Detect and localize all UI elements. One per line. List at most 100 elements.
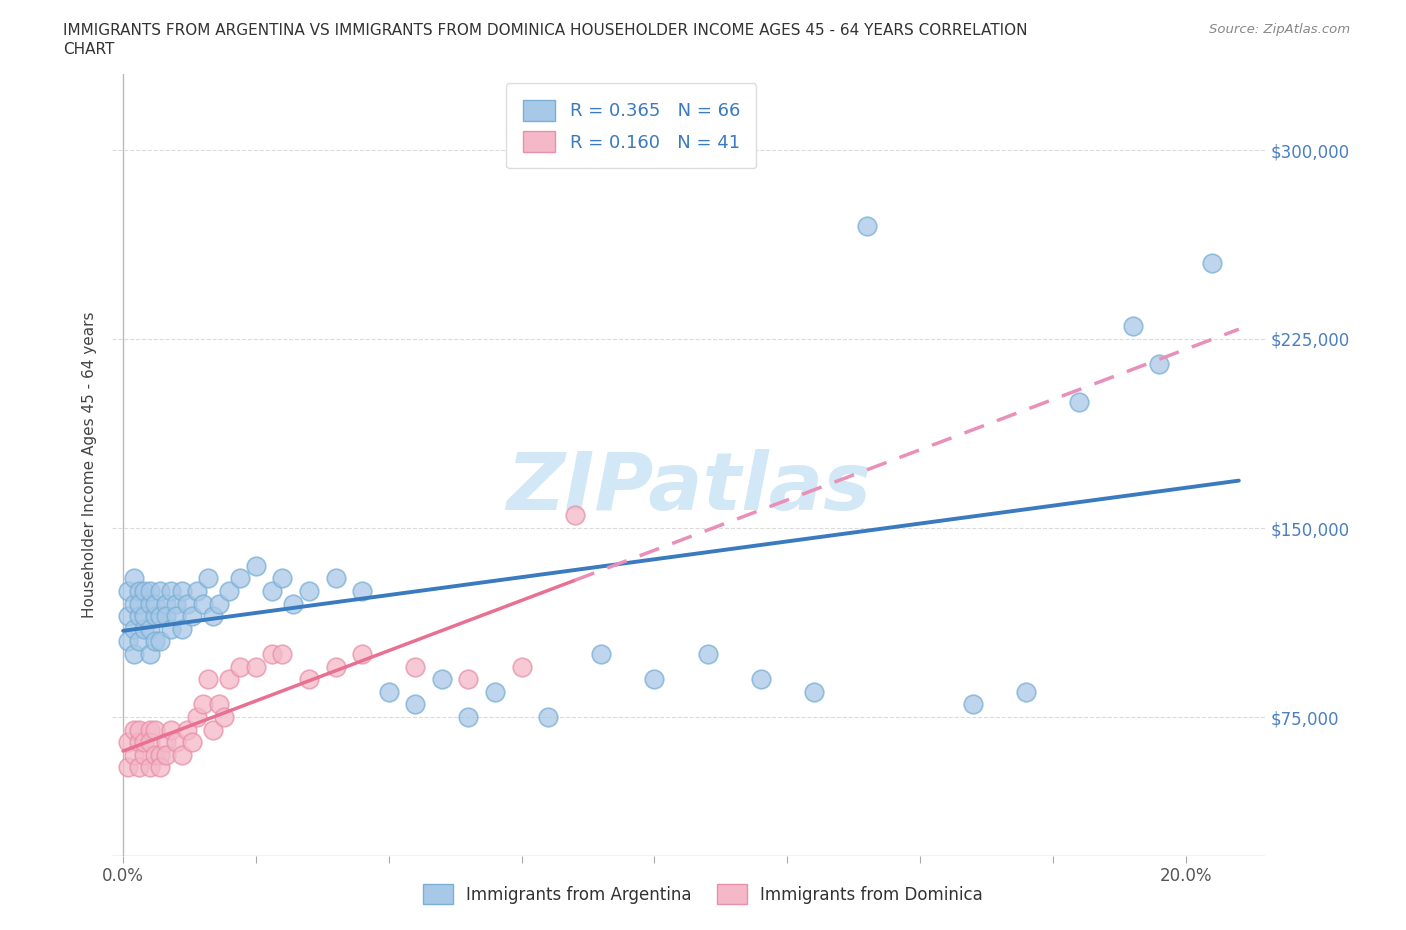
Point xyxy=(128,596,150,611)
Point xyxy=(176,723,198,737)
Point xyxy=(155,735,177,750)
Point xyxy=(197,571,219,586)
Point xyxy=(404,659,426,674)
Point xyxy=(377,684,399,699)
Point xyxy=(170,583,193,598)
Legend: Immigrants from Argentina, Immigrants from Dominica: Immigrants from Argentina, Immigrants fr… xyxy=(409,871,997,917)
Point xyxy=(510,659,533,674)
Point xyxy=(457,671,479,686)
Point xyxy=(122,621,145,636)
Point xyxy=(325,571,347,586)
Point xyxy=(696,646,718,661)
Point xyxy=(245,659,267,674)
Point xyxy=(155,596,177,611)
Point xyxy=(170,748,193,763)
Point xyxy=(208,697,231,711)
Point xyxy=(181,735,204,750)
Point xyxy=(1201,256,1223,271)
Point xyxy=(117,760,139,775)
Point xyxy=(128,583,150,598)
Point xyxy=(160,621,183,636)
Point xyxy=(122,596,145,611)
Point xyxy=(143,634,166,649)
Point xyxy=(117,634,139,649)
Point xyxy=(143,596,166,611)
Point xyxy=(155,748,177,763)
Point xyxy=(218,671,240,686)
Text: CHART: CHART xyxy=(63,42,115,57)
Point xyxy=(122,748,145,763)
Point xyxy=(149,634,172,649)
Point xyxy=(138,760,160,775)
Point xyxy=(160,723,183,737)
Point xyxy=(138,583,160,598)
Point xyxy=(298,671,321,686)
Point xyxy=(591,646,613,661)
Point xyxy=(856,219,879,233)
Point xyxy=(260,646,283,661)
Point xyxy=(128,723,150,737)
Point xyxy=(1069,394,1091,409)
Point xyxy=(176,596,198,611)
Point xyxy=(352,646,374,661)
Point xyxy=(803,684,825,699)
Point xyxy=(643,671,665,686)
Point xyxy=(271,571,294,586)
Point xyxy=(128,609,150,624)
Point xyxy=(537,710,560,724)
Point xyxy=(564,508,586,523)
Point xyxy=(134,735,156,750)
Text: ZIPatlas: ZIPatlas xyxy=(506,449,872,527)
Point xyxy=(149,760,172,775)
Point xyxy=(149,583,172,598)
Point xyxy=(457,710,479,724)
Legend: R = 0.365   N = 66, R = 0.160   N = 41: R = 0.365 N = 66, R = 0.160 N = 41 xyxy=(506,84,756,168)
Point xyxy=(128,760,150,775)
Point xyxy=(122,723,145,737)
Point xyxy=(155,609,177,624)
Point xyxy=(218,583,240,598)
Point xyxy=(170,621,193,636)
Text: IMMIGRANTS FROM ARGENTINA VS IMMIGRANTS FROM DOMINICA HOUSEHOLDER INCOME AGES 45: IMMIGRANTS FROM ARGENTINA VS IMMIGRANTS … xyxy=(63,23,1028,38)
Point xyxy=(1015,684,1038,699)
Point xyxy=(298,583,321,598)
Point xyxy=(138,723,160,737)
Point xyxy=(117,609,139,624)
Point xyxy=(122,646,145,661)
Point xyxy=(138,646,160,661)
Point xyxy=(229,571,252,586)
Point xyxy=(325,659,347,674)
Point xyxy=(143,609,166,624)
Point xyxy=(404,697,426,711)
Point xyxy=(143,748,166,763)
Y-axis label: Householder Income Ages 45 - 64 years: Householder Income Ages 45 - 64 years xyxy=(82,312,97,618)
Point xyxy=(212,710,235,724)
Point xyxy=(165,735,187,750)
Point xyxy=(1147,357,1170,372)
Point xyxy=(149,609,172,624)
Point xyxy=(165,596,187,611)
Text: Source: ZipAtlas.com: Source: ZipAtlas.com xyxy=(1209,23,1350,36)
Point xyxy=(430,671,453,686)
Point xyxy=(128,634,150,649)
Point xyxy=(138,596,160,611)
Point xyxy=(186,710,208,724)
Point xyxy=(165,609,187,624)
Point xyxy=(749,671,772,686)
Point xyxy=(208,596,231,611)
Point xyxy=(271,646,294,661)
Point xyxy=(149,748,172,763)
Point xyxy=(134,609,156,624)
Point xyxy=(197,671,219,686)
Point xyxy=(202,723,225,737)
Point xyxy=(134,583,156,598)
Point xyxy=(1122,319,1144,334)
Point xyxy=(245,558,267,573)
Point xyxy=(260,583,283,598)
Point xyxy=(191,697,214,711)
Point xyxy=(186,583,208,598)
Point xyxy=(122,571,145,586)
Point xyxy=(128,735,150,750)
Point xyxy=(484,684,506,699)
Point xyxy=(134,748,156,763)
